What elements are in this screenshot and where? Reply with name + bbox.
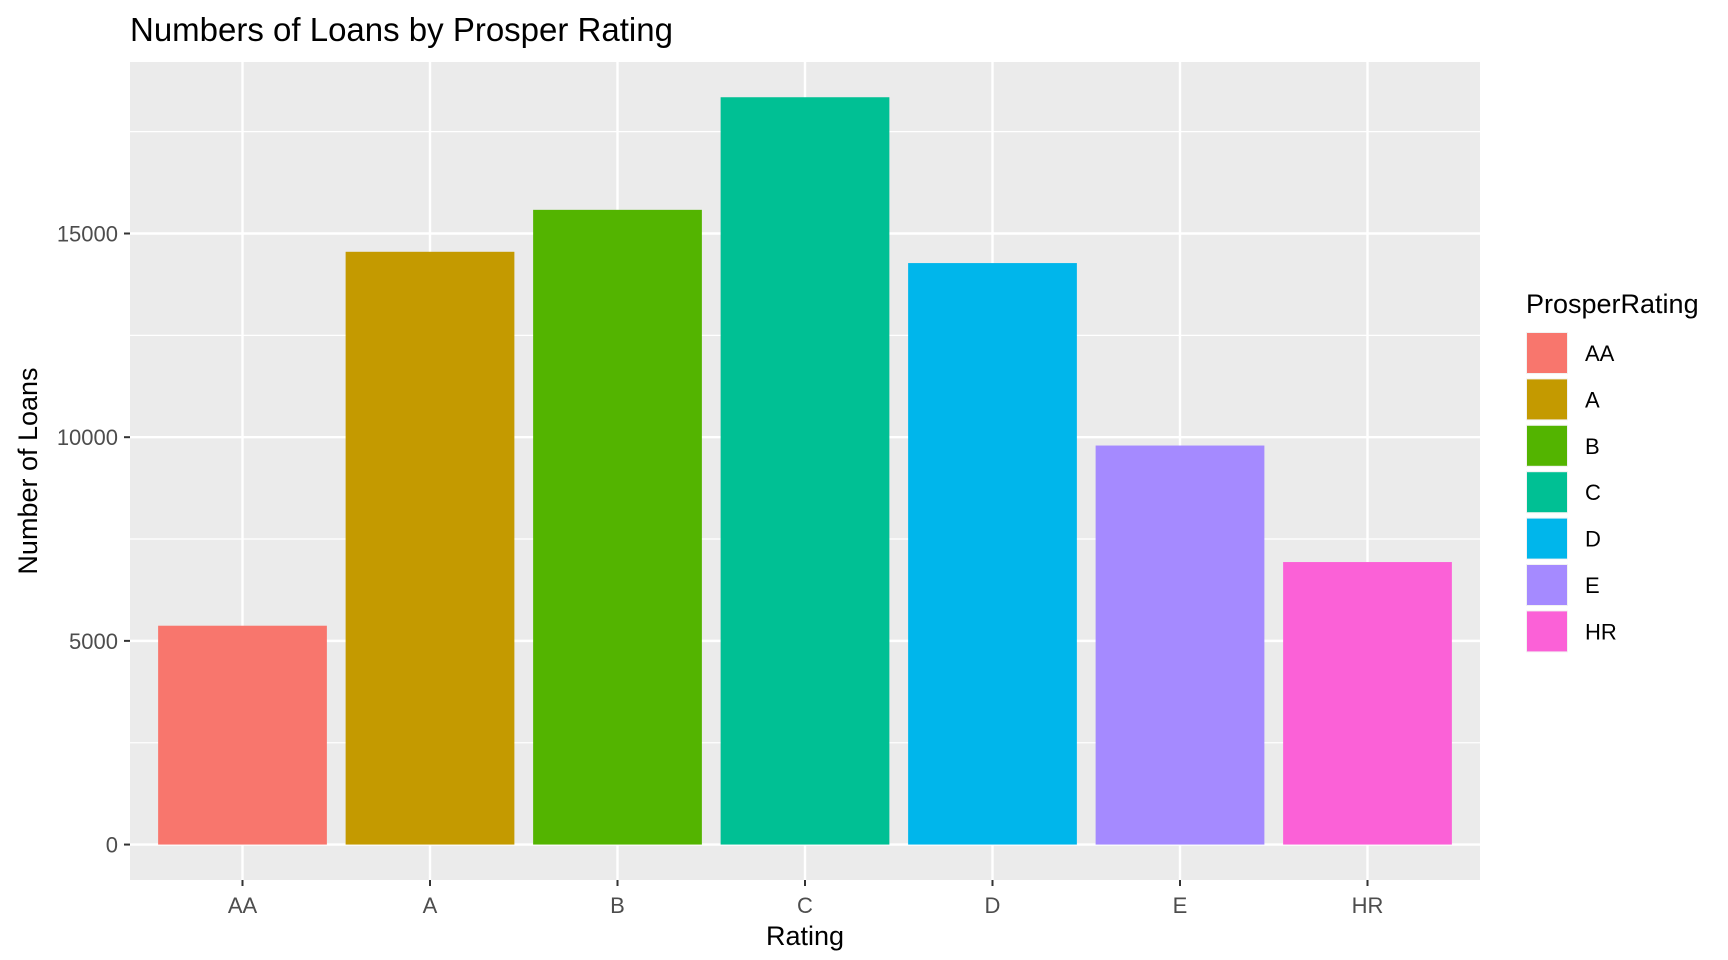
legend-swatch-aa (1527, 333, 1567, 373)
legend-label: E (1585, 573, 1600, 598)
legend-swatch-hr (1527, 611, 1567, 652)
legend-swatch-a (1527, 379, 1567, 420)
legend-swatch-d (1527, 518, 1567, 559)
y-tick-label: 0 (106, 833, 118, 858)
bar-aa (158, 625, 327, 845)
x-axis: AA A B C D E HR (228, 880, 1384, 918)
legend-label: D (1585, 527, 1601, 552)
legend-label: HR (1585, 619, 1617, 644)
y-axis: 0 5000 10000 15000 (57, 222, 130, 858)
bar-a (345, 251, 515, 845)
bars (158, 97, 1452, 845)
x-tick-label: A (423, 893, 438, 918)
x-tick-label: D (985, 893, 1001, 918)
x-tick-label: AA (228, 893, 258, 918)
y-tick-label: 10000 (57, 425, 118, 450)
legend-swatch-b (1527, 425, 1567, 466)
bar-c (720, 97, 890, 845)
y-tick-label: 5000 (69, 629, 118, 654)
x-tick-label: B (610, 893, 625, 918)
y-axis-title: Number of Loans (13, 367, 43, 574)
y-tick-label: 15000 (57, 222, 118, 247)
x-tick-label: E (1173, 893, 1188, 918)
bar-e (1095, 445, 1265, 845)
bar-hr (1283, 562, 1452, 845)
legend-swatch-c (1527, 472, 1567, 513)
legend-label: AA (1585, 341, 1615, 366)
chart-title: Numbers of Loans by Prosper Rating (130, 11, 673, 48)
legend-label: C (1585, 480, 1601, 505)
x-tick-label: C (797, 893, 813, 918)
x-axis-title: Rating (766, 921, 844, 951)
legend-swatch-e (1527, 565, 1567, 605)
legend-title: ProsperRating (1526, 289, 1699, 319)
bar-d (908, 263, 1077, 845)
bar-b (533, 209, 702, 845)
legend-label: A (1585, 387, 1600, 412)
legend-label: B (1585, 434, 1600, 459)
x-tick-label: HR (1352, 893, 1384, 918)
